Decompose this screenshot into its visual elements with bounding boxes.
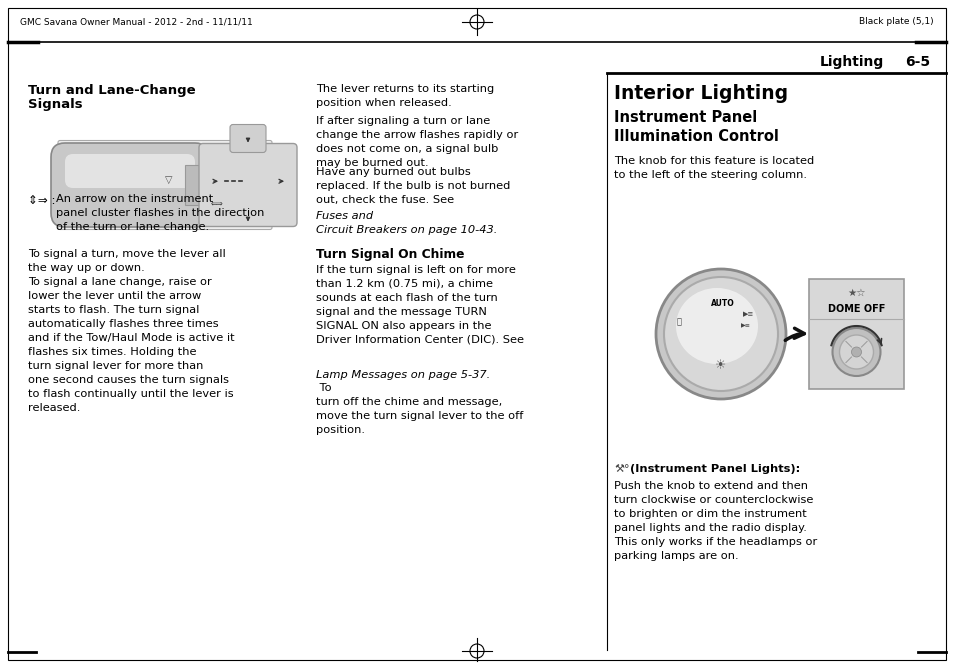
Ellipse shape <box>676 288 758 364</box>
FancyBboxPatch shape <box>199 144 296 226</box>
Text: Interior Lighting: Interior Lighting <box>614 84 787 103</box>
Bar <box>185 165 207 205</box>
Text: Black plate (5,1): Black plate (5,1) <box>859 17 933 27</box>
Text: ⏻: ⏻ <box>676 317 680 327</box>
Text: To signal a lane change, raise or
lower the lever until the arrow
starts to flas: To signal a lane change, raise or lower … <box>28 277 234 413</box>
Bar <box>808 279 903 389</box>
Text: The knob for this feature is located
to the left of the steering column.: The knob for this feature is located to … <box>614 156 814 180</box>
Text: If after signaling a turn or lane
change the arrow flashes rapidly or
does not c: If after signaling a turn or lane change… <box>315 116 517 168</box>
Text: The lever returns to its starting
position when released.: The lever returns to its starting positi… <box>315 84 494 108</box>
Text: An arrow on the instrument
panel cluster flashes in the direction
of the turn or: An arrow on the instrument panel cluster… <box>56 194 264 232</box>
Text: Push the knob to extend and then
turn clockwise or counterclockwise
to brighten : Push the knob to extend and then turn cl… <box>614 481 817 561</box>
Text: ▽: ▽ <box>165 175 172 185</box>
Text: ☀: ☀ <box>715 359 726 373</box>
Text: Lighting: Lighting <box>820 55 883 69</box>
Text: ▶≡: ▶≡ <box>740 323 750 329</box>
Text: AUTO: AUTO <box>710 299 734 309</box>
Text: Signals: Signals <box>28 98 83 111</box>
Circle shape <box>851 347 861 357</box>
Text: Instrument Panel
Illumination Control: Instrument Panel Illumination Control <box>614 110 778 144</box>
Text: If the turn signal is left on for more
than 1.2 km (0.75 mi), a chime
sounds at : If the turn signal is left on for more t… <box>315 265 523 359</box>
FancyBboxPatch shape <box>58 140 272 230</box>
Text: ⚒°: ⚒° <box>614 464 629 474</box>
Text: (Instrument Panel Lights):: (Instrument Panel Lights): <box>629 464 800 474</box>
Text: ★☆: ★☆ <box>846 288 864 298</box>
Text: ⇕⇒ :: ⇕⇒ : <box>28 194 55 207</box>
Text: Lamp Messages on page 5-37.: Lamp Messages on page 5-37. <box>315 370 490 380</box>
Text: To signal a turn, move the lever all
the way up or down.: To signal a turn, move the lever all the… <box>28 249 226 273</box>
Text: ⇐⇒: ⇐⇒ <box>211 199 224 208</box>
Text: Have any burned out bulbs
replaced. If the bulb is not burned
out, check the fus: Have any burned out bulbs replaced. If t… <box>315 167 510 205</box>
Text: Turn and Lane-Change: Turn and Lane-Change <box>28 84 195 97</box>
Text: Fuses and
Circuit Breakers on page 10-43.: Fuses and Circuit Breakers on page 10-43… <box>315 211 497 235</box>
Text: ▶≡: ▶≡ <box>742 311 754 317</box>
Text: Turn Signal On Chime: Turn Signal On Chime <box>315 248 464 261</box>
Circle shape <box>832 328 880 376</box>
Text: 6-5: 6-5 <box>904 55 929 69</box>
FancyBboxPatch shape <box>65 154 194 188</box>
Text: GMC Savana Owner Manual - 2012 - 2nd - 11/11/11: GMC Savana Owner Manual - 2012 - 2nd - 1… <box>20 17 253 27</box>
Ellipse shape <box>656 269 785 399</box>
FancyBboxPatch shape <box>51 143 209 227</box>
Text: DOME OFF: DOME OFF <box>827 304 884 314</box>
Ellipse shape <box>663 277 778 391</box>
FancyBboxPatch shape <box>230 124 266 152</box>
Text: To
turn off the chime and message,
move the turn signal lever to the off
positio: To turn off the chime and message, move … <box>315 383 523 435</box>
Circle shape <box>839 335 873 369</box>
